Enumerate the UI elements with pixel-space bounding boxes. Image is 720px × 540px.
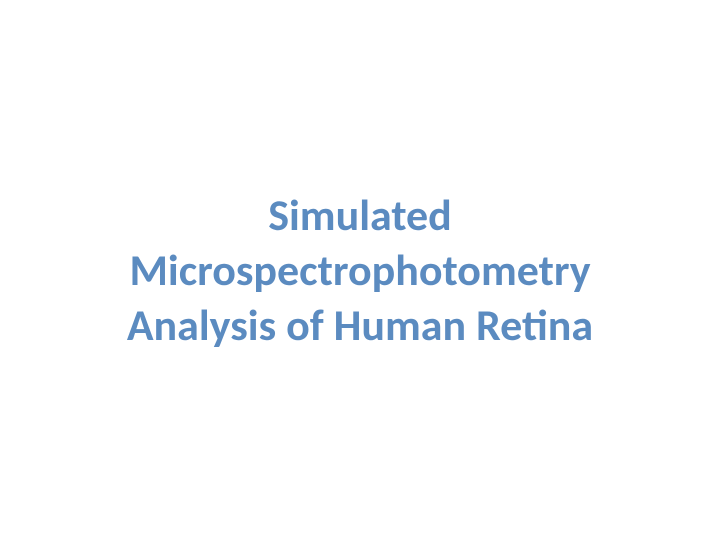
slide-title: Simulated Microspectrophotometry Analysi…	[60, 188, 660, 353]
slide-container: Simulated Microspectrophotometry Analysi…	[0, 0, 720, 540]
